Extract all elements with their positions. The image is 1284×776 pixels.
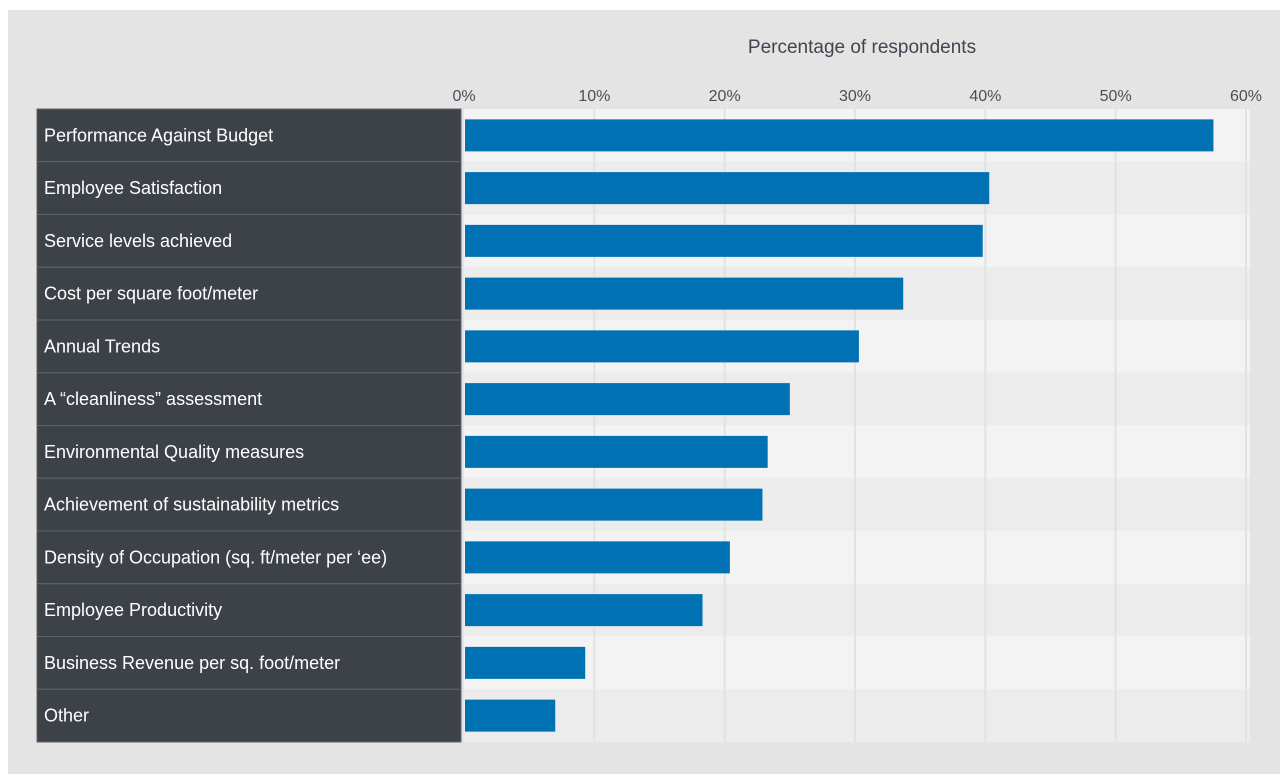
category-label-cell xyxy=(36,372,462,426)
bar xyxy=(465,224,983,257)
bar xyxy=(465,488,763,521)
category-label-cell xyxy=(36,583,462,637)
category-label: Employee Productivity xyxy=(44,600,222,620)
x-tick-label: 60% xyxy=(1230,88,1262,105)
category-label-cell xyxy=(36,636,462,690)
bar xyxy=(465,541,730,574)
category-label: Achievement of sustainability metrics xyxy=(44,495,339,515)
category-label: Service levels achieved xyxy=(44,231,232,251)
category-label-cell xyxy=(36,477,462,532)
x-tick-label: 10% xyxy=(578,88,610,105)
category-label: Employee Satisfaction xyxy=(44,178,222,198)
category-label: Performance Against Budget xyxy=(44,125,273,145)
category-label-cell xyxy=(36,425,462,479)
x-tick-label: 20% xyxy=(709,88,741,105)
category-label-cell xyxy=(36,266,462,321)
bar-chart: Percentage of respondents Performance Ag… xyxy=(36,37,1262,743)
category-label-cell xyxy=(36,214,462,268)
x-tick-label: 40% xyxy=(969,88,1001,105)
x-tick-label: 50% xyxy=(1100,88,1132,105)
bar xyxy=(465,435,768,468)
bar xyxy=(465,646,586,679)
bar xyxy=(465,699,556,732)
bar xyxy=(465,383,790,416)
category-label-cell xyxy=(36,161,462,215)
category-label: Environmental Quality measures xyxy=(44,442,304,462)
category-label: Cost per square foot/meter xyxy=(44,284,258,304)
chart-panel: Percentage of respondents Performance Ag… xyxy=(8,10,1280,774)
bar xyxy=(465,330,859,363)
category-label: Annual Trends xyxy=(44,336,160,356)
category-label-cell xyxy=(36,319,462,374)
row-background xyxy=(464,689,1250,742)
bar xyxy=(465,277,904,310)
category-label: A “cleanliness” assessment xyxy=(44,389,262,409)
bar xyxy=(465,119,1214,152)
x-tick-label: 30% xyxy=(839,88,871,105)
category-label-cell xyxy=(36,530,462,585)
category-label-cell xyxy=(36,688,462,743)
bar xyxy=(465,594,703,627)
category-label: Other xyxy=(44,706,89,726)
category-label-cell xyxy=(36,108,462,163)
category-label: Density of Occupation (sq. ft/meter per … xyxy=(44,547,387,567)
x-tick-label: 0% xyxy=(452,88,475,105)
x-axis-title: Percentage of respondents xyxy=(748,37,976,58)
bar xyxy=(465,172,990,205)
category-label: Business Revenue per sq. foot/meter xyxy=(44,653,340,673)
